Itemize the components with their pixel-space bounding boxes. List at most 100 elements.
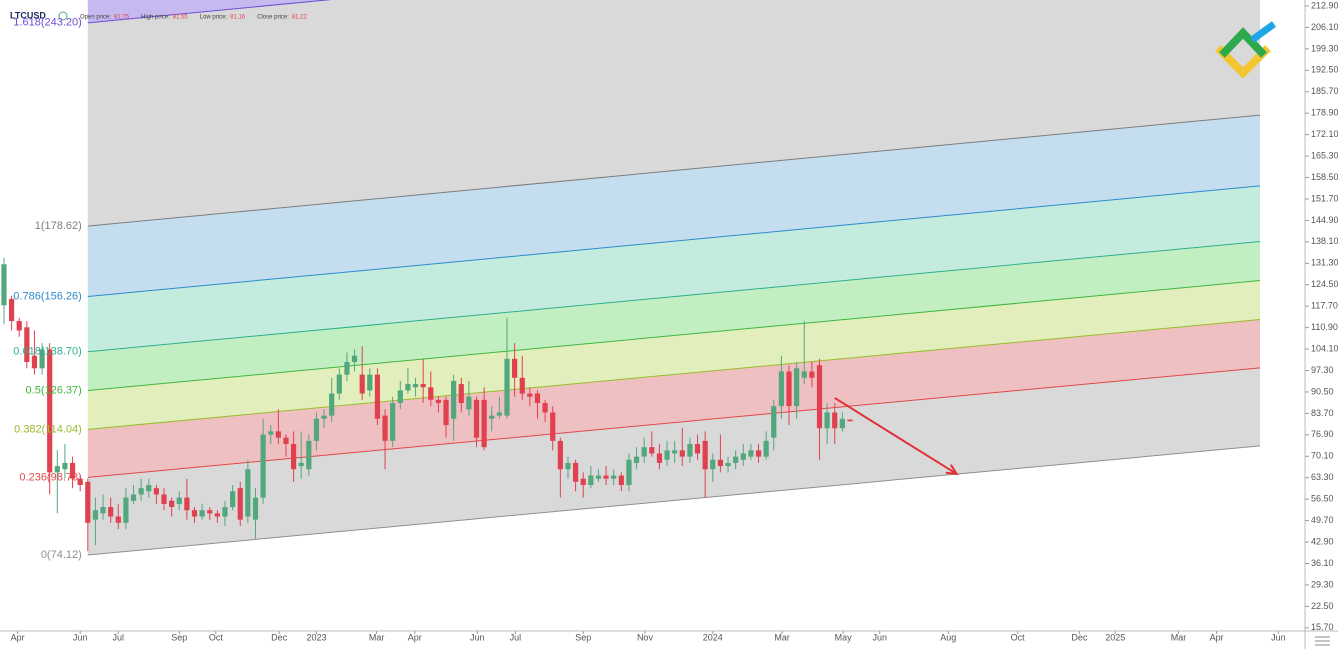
candle-body [230, 491, 236, 508]
candle-body [626, 459, 632, 485]
candle-body [618, 475, 624, 485]
candle-body [359, 374, 365, 394]
y-tick-label: 138.10 [1311, 236, 1338, 246]
candle-body [832, 412, 838, 429]
candle-body [786, 371, 792, 407]
candle-body [100, 507, 106, 514]
candle-body [725, 462, 731, 467]
candle-body [672, 450, 678, 454]
x-tick-label: May [835, 632, 853, 642]
y-tick-label: 151.70 [1311, 193, 1338, 203]
candle-body [428, 387, 434, 400]
x-tick-label: Jun [1271, 632, 1286, 642]
candle-body [169, 500, 175, 508]
fib-line [87, 367, 1261, 478]
forecast-arrow [834, 397, 958, 475]
x-tick-label: Jul [510, 632, 522, 642]
y-tick-label: 63.30 [1311, 472, 1334, 482]
candle-body [702, 440, 708, 470]
candle-body [679, 450, 685, 457]
fib-line [87, 114, 1261, 227]
x-tick-label: Mar [774, 632, 790, 642]
candle-body [92, 510, 99, 520]
fib-band [87, 241, 1261, 391]
y-tick-label: 110.90 [1311, 322, 1338, 332]
y-tick-label: 158.50 [1311, 172, 1338, 182]
y-tick-label: 144.90 [1311, 215, 1338, 225]
candle-body [62, 462, 68, 470]
fib-label: 0.236(98.78) [19, 471, 81, 483]
candle-body [191, 510, 198, 517]
candle-body [374, 374, 381, 419]
candle-body [16, 321, 22, 331]
y-tick-label: 15.70 [1311, 622, 1334, 632]
y-tick-label: 76.90 [1311, 429, 1334, 439]
candle-body [336, 374, 342, 394]
y-tick-label: 70.10 [1311, 451, 1334, 461]
candle-body [512, 358, 518, 378]
x-tick-label: Apr [1210, 632, 1224, 642]
candle-body [329, 393, 335, 416]
candle-body [39, 349, 45, 369]
candle-body [275, 431, 281, 438]
candle-body [489, 415, 495, 419]
candle-body [809, 371, 815, 378]
candle-body [816, 365, 823, 429]
candle-body [252, 497, 259, 520]
y-tick-label: 192.50 [1311, 65, 1338, 75]
y-tick-label: 199.30 [1311, 43, 1338, 53]
candle-body [656, 453, 663, 463]
fib-band [87, 0, 1261, 227]
candle-body [397, 390, 403, 404]
candle-body [466, 396, 472, 410]
legend-label: High price: [141, 15, 170, 21]
candle-body [580, 478, 586, 485]
candle-body [199, 510, 205, 517]
ohlc-legend: Open price: 81.75 High price: 81.55 Low pric… [80, 15, 307, 21]
legend-label: Low price: [200, 15, 228, 21]
fib-band [87, 367, 1261, 556]
fib-line [87, 240, 1261, 353]
candle-body [8, 298, 15, 322]
candle-body [47, 349, 53, 473]
x-tick-label: Jun [470, 632, 485, 642]
y-tick-label: 90.50 [1311, 386, 1334, 396]
candle-body [283, 437, 289, 445]
candle-body [184, 497, 190, 511]
y-tick-label: 165.30 [1311, 150, 1338, 160]
status-icon [58, 11, 68, 21]
candle-body [390, 403, 396, 441]
candle-body [344, 362, 350, 375]
fib-label: 0.786(156.26) [13, 290, 82, 302]
plot-area [1, 0, 1261, 556]
legend-label: Close price: [257, 15, 289, 21]
y-tick-label: 178.90 [1311, 108, 1338, 118]
settings-icon[interactable] [1315, 636, 1330, 646]
fib-band [87, 115, 1261, 297]
y-tick-label: 104.10 [1311, 343, 1338, 353]
candle-body [603, 475, 609, 479]
candle-body [24, 327, 30, 363]
candle-body [214, 513, 220, 517]
x-tick-label: Oct [1011, 632, 1026, 642]
candle-body [108, 507, 114, 517]
x-tick-label: Jun [73, 632, 88, 642]
candle-body [733, 456, 739, 463]
fib-band [87, 319, 1261, 478]
candle-body [443, 399, 449, 426]
candle-body [481, 399, 487, 448]
y-tick-label: 22.50 [1311, 601, 1334, 611]
fib-label: 1.618(243.20) [13, 17, 82, 29]
candle-body [298, 462, 304, 467]
candle-body [321, 415, 327, 419]
candle-body [207, 510, 213, 514]
candle-body [69, 462, 76, 479]
candle-body [839, 418, 845, 429]
candle-body [771, 406, 777, 438]
fib-line [87, 319, 1261, 430]
y-tick-label: 49.70 [1311, 515, 1334, 525]
fib-label: 0.5(126.37) [26, 384, 82, 396]
candle-body [473, 399, 480, 438]
y-tick-label: 172.10 [1311, 129, 1338, 139]
candle-body [504, 358, 510, 416]
